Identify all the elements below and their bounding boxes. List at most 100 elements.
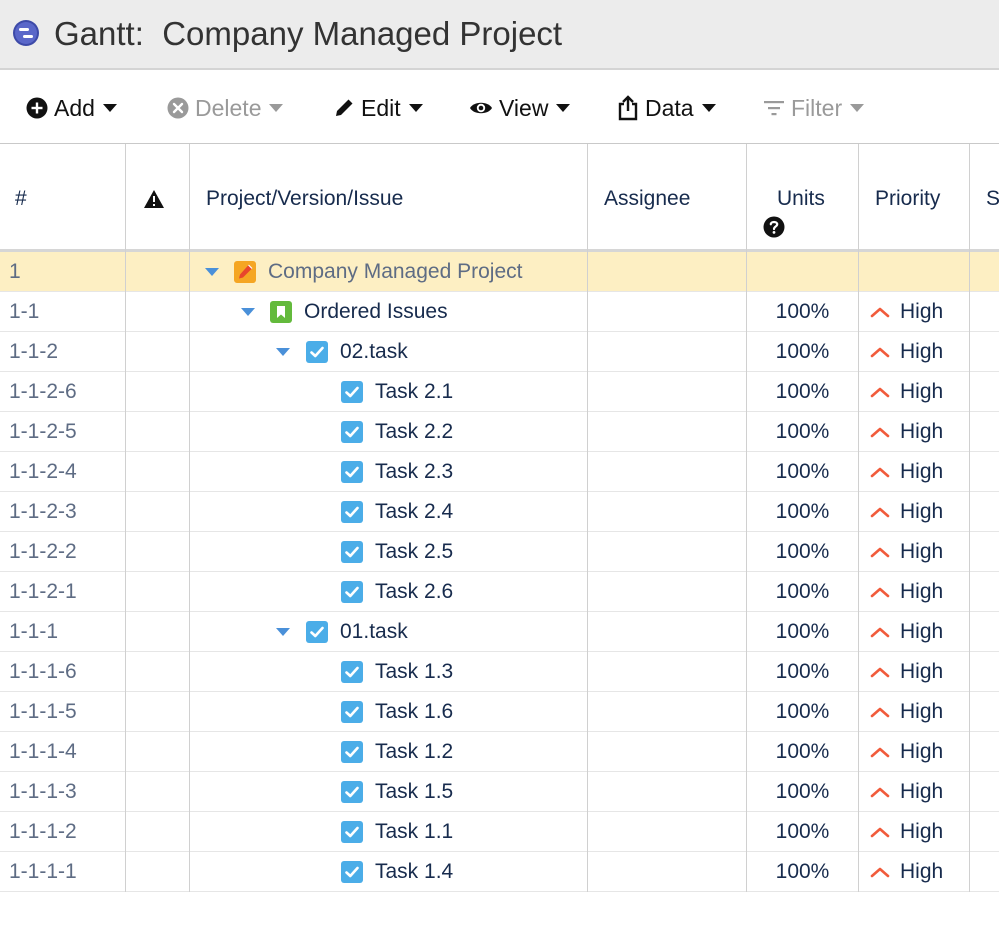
priority-label: High	[900, 539, 944, 563]
column-divider	[746, 144, 747, 892]
issue-cell[interactable]: Task 2.4	[341, 492, 453, 531]
priority-high-icon	[870, 387, 890, 397]
expand-triangle-icon[interactable]	[276, 627, 290, 636]
issue-name[interactable]: Task 2.5	[375, 539, 454, 563]
filter-button[interactable]: Filter	[763, 93, 865, 123]
priority-label: High	[900, 659, 944, 683]
units-value: 100%	[775, 620, 830, 643]
table-row[interactable]: 1-1-2-4 Task 2.3 100% High	[0, 452, 999, 492]
data-label: Data	[645, 94, 694, 121]
issue-cell[interactable]: Task 1.4	[341, 852, 453, 891]
issue-cell[interactable]: Task 2.5	[341, 532, 453, 571]
issue-cell[interactable]: Task 1.1	[341, 812, 453, 851]
expand-triangle-icon[interactable]	[276, 347, 290, 356]
caret-down-icon	[556, 104, 571, 112]
table-row[interactable]: 1-1-1-6 Task 1.3 100% High	[0, 652, 999, 692]
issue-name[interactable]: Task 1.6	[375, 699, 454, 723]
add-button[interactable]: Add	[26, 93, 117, 123]
data-button[interactable]: Data	[617, 93, 716, 123]
issue-cell[interactable]: Task 1.5	[341, 772, 453, 811]
priority-cell: High	[870, 332, 943, 371]
table-row[interactable]: 1-1-2-2 Task 2.5 100% High	[0, 532, 999, 572]
column-header-assignee[interactable]: Assignee	[604, 187, 691, 210]
share-upload-icon	[618, 95, 638, 121]
issue-cell[interactable]: Company Managed Project	[205, 252, 522, 291]
table-row[interactable]: 1-1 Ordered Issues 100% High	[0, 292, 999, 332]
row-number: 1-1-1-1	[9, 860, 77, 883]
filter-icon	[764, 101, 784, 116]
issue-name[interactable]: Task 2.3	[375, 459, 454, 483]
issue-name[interactable]: Task 1.3	[375, 659, 454, 683]
priority-high-icon	[870, 827, 890, 837]
issue-cell[interactable]: Ordered Issues	[241, 292, 448, 331]
bookmark-icon	[270, 300, 292, 323]
row-number: 1-1-1-6	[9, 660, 77, 683]
issue-name[interactable]: 01.task	[340, 619, 408, 643]
row-number: 1-1-2	[9, 340, 59, 363]
table-row[interactable]: 1-1-1-5 Task 1.6 100% High	[0, 692, 999, 732]
priority-cell: High	[870, 612, 943, 651]
issue-cell[interactable]: Task 1.6	[341, 692, 453, 731]
issue-name[interactable]: Task 1.1	[375, 819, 454, 843]
issue-name[interactable]: Task 1.2	[375, 739, 454, 763]
issue-cell[interactable]: Task 2.1	[341, 372, 453, 411]
issue-name[interactable]: Task 2.6	[375, 579, 454, 603]
table-row[interactable]: 1-1-1 01.task 100% High	[0, 612, 999, 652]
issue-cell[interactable]: 02.task	[276, 332, 408, 371]
delete-button[interactable]: Delete	[167, 93, 284, 123]
priority-high-icon	[870, 707, 890, 717]
column-header-units[interactable]: Units	[777, 187, 825, 210]
table-row[interactable]: 1-1-1-3 Task 1.5 100% High	[0, 772, 999, 812]
plus-circle-icon	[26, 97, 48, 119]
table-row[interactable]: 1-1-2-5 Task 2.2 100% High	[0, 412, 999, 452]
issue-cell[interactable]: Task 2.6	[341, 572, 453, 611]
issue-name[interactable]: Task 2.2	[375, 419, 454, 443]
row-number: 1-1-1	[9, 620, 59, 643]
issue-name[interactable]: Task 2.4	[375, 499, 454, 523]
priority-cell: High	[870, 732, 943, 771]
column-header-number[interactable]: #	[15, 187, 27, 210]
table-row[interactable]: 1-1-1-1 Task 1.4 100% High	[0, 852, 999, 892]
expand-triangle-icon[interactable]	[205, 267, 219, 276]
column-divider	[189, 144, 190, 892]
table-row[interactable]: 1-1-2-3 Task 2.4 100% High	[0, 492, 999, 532]
issue-cell[interactable]: Task 2.3	[341, 452, 453, 491]
table-row[interactable]: 1-1-1-4 Task 1.2 100% High	[0, 732, 999, 772]
units-value: 100%	[775, 380, 830, 403]
priority-label: High	[900, 579, 944, 603]
issue-name[interactable]: Company Managed Project	[268, 259, 523, 283]
column-header-project[interactable]: Project/Version/Issue	[206, 187, 404, 210]
table-row[interactable]: 1-1-2-6 Task 2.1 100% High	[0, 372, 999, 412]
edit-button[interactable]: Edit	[333, 93, 423, 123]
caret-down-icon	[408, 104, 423, 112]
issue-name[interactable]: Task 1.5	[375, 779, 454, 803]
priority-cell: High	[870, 852, 943, 891]
view-button[interactable]: View	[469, 93, 571, 123]
table-row[interactable]: 1-1-2-1 Task 2.6 100% High	[0, 572, 999, 612]
help-icon[interactable]	[763, 216, 785, 244]
task-icon	[341, 460, 363, 483]
caret-down-icon	[701, 104, 716, 112]
column-divider	[125, 144, 126, 892]
expand-triangle-icon[interactable]	[241, 307, 255, 316]
column-header-priority[interactable]: Priority	[875, 187, 941, 210]
priority-high-icon	[870, 787, 890, 797]
column-header-status[interactable]: St	[986, 187, 999, 210]
column-header-warning[interactable]	[143, 189, 165, 215]
table-row[interactable]: 1 Company Managed Project	[0, 252, 999, 292]
issue-name[interactable]: Ordered Issues	[304, 299, 448, 323]
row-number: 1-1-1-5	[9, 700, 77, 723]
issue-cell[interactable]: Task 1.3	[341, 652, 453, 691]
issue-cell[interactable]: Task 1.2	[341, 732, 453, 771]
issue-name[interactable]: 02.task	[340, 339, 408, 363]
issue-cell[interactable]: Task 2.2	[341, 412, 453, 451]
issue-name[interactable]: Task 2.1	[375, 379, 454, 403]
issue-cell[interactable]: 01.task	[276, 612, 408, 651]
task-icon	[341, 700, 363, 723]
priority-cell: High	[870, 652, 943, 691]
table-row[interactable]: 1-1-1-2 Task 1.1 100% High	[0, 812, 999, 852]
issue-name[interactable]: Task 1.4	[375, 859, 454, 883]
toolbar: Add Delete Edit View Data	[0, 72, 999, 144]
priority-high-icon	[870, 667, 890, 677]
table-row[interactable]: 1-1-2 02.task 100% High	[0, 332, 999, 372]
